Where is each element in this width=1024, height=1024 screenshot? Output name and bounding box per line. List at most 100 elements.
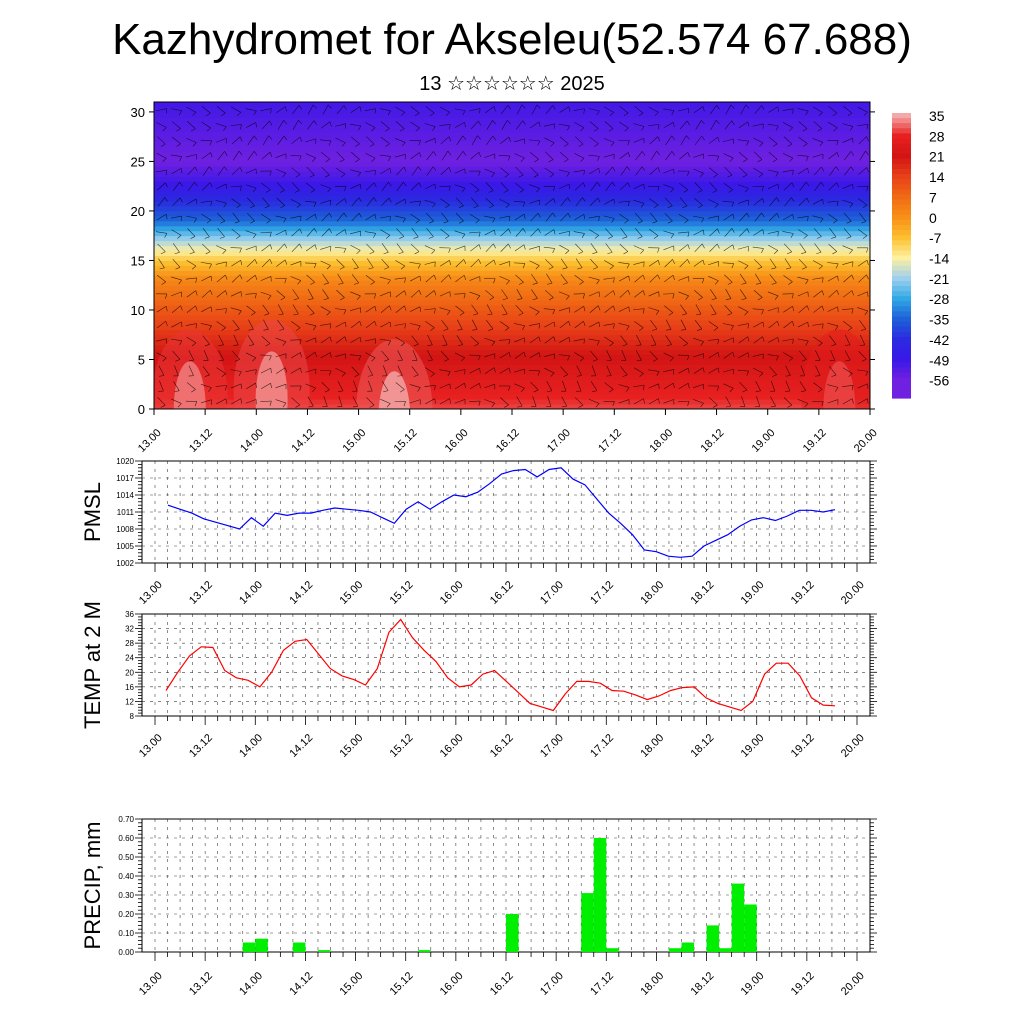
wind-barb xyxy=(618,384,630,388)
wind-barb-flag xyxy=(592,359,598,362)
wind-barb xyxy=(454,245,466,251)
wind-barb xyxy=(859,319,867,330)
wind-barb xyxy=(767,123,779,127)
wind-barb-flag xyxy=(561,405,567,408)
wind-barb-flag xyxy=(479,368,481,374)
wind-barb xyxy=(664,274,674,283)
wind-barb-flag xyxy=(608,128,614,132)
wind-barb-flag xyxy=(731,228,735,233)
wind-barb xyxy=(827,275,838,282)
wind-barb xyxy=(499,261,510,266)
wind-barb xyxy=(590,381,598,391)
wind-barb xyxy=(634,290,644,298)
wind-barb-flag xyxy=(850,151,854,156)
wind-barb-flag xyxy=(598,216,600,222)
wind-barb xyxy=(844,151,852,161)
colorbar-swatch xyxy=(892,158,911,165)
wind-barb xyxy=(156,108,167,112)
wind-barb xyxy=(454,382,465,390)
wind-barb-flag xyxy=(283,218,287,223)
wind-barb-flag xyxy=(285,106,287,112)
wind-barb-flag xyxy=(234,328,240,331)
wind-barb xyxy=(620,335,628,345)
wind-barb xyxy=(708,136,718,144)
wind-barb xyxy=(262,304,270,314)
wind-barb xyxy=(664,212,673,222)
wind-barb-flag xyxy=(833,127,838,132)
x-tick-label: 15.12 xyxy=(388,732,416,760)
wind-barb xyxy=(560,258,568,268)
wind-barb xyxy=(247,151,255,161)
wind-barb xyxy=(603,138,615,143)
wind-barb xyxy=(514,323,525,327)
wind-barb-flag xyxy=(747,323,749,329)
wind-barb xyxy=(440,274,450,283)
wind-barb-flag xyxy=(404,290,407,296)
wind-barb-flag xyxy=(248,329,254,331)
wind-barb xyxy=(484,106,495,114)
wind-barb xyxy=(201,306,212,312)
wind-barb-flag xyxy=(583,170,585,176)
wind-barb xyxy=(379,291,391,297)
field-band xyxy=(154,250,870,256)
wind-barb-flag xyxy=(756,282,762,285)
wind-barb xyxy=(858,136,867,145)
wind-barb-flag xyxy=(175,267,181,270)
wind-barb xyxy=(469,231,481,234)
wind-barb xyxy=(469,213,480,221)
wind-barb-flag xyxy=(805,156,809,161)
wind-barb xyxy=(606,350,612,361)
wind-barb xyxy=(650,150,657,161)
wind-barb xyxy=(514,337,525,343)
wind-barb-flag xyxy=(553,321,556,327)
wind-barb xyxy=(547,396,552,407)
wind-barb-flag xyxy=(672,259,675,265)
field-band xyxy=(154,309,870,316)
wind-barb xyxy=(306,274,315,283)
wind-barb-flag xyxy=(567,213,571,218)
wind-barb xyxy=(605,243,613,253)
y-tick-label: 1020 xyxy=(116,457,134,466)
wind-barb xyxy=(261,244,271,252)
wind-barb-flag xyxy=(653,235,659,239)
wind-barb xyxy=(409,262,421,265)
wind-barb xyxy=(215,200,227,204)
wind-barb-flag xyxy=(370,281,375,285)
x-tick-label: 17.12 xyxy=(588,579,616,607)
wind-barb-flag xyxy=(403,181,407,187)
wind-barb xyxy=(693,106,704,114)
colorbar-swatch xyxy=(892,163,911,170)
wind-barb-flag xyxy=(383,252,389,255)
wind-barb xyxy=(440,198,450,206)
wind-barb xyxy=(782,108,794,111)
wind-barb xyxy=(620,366,628,376)
wind-barb-flag xyxy=(805,110,809,116)
wind-barb xyxy=(693,383,704,388)
wind-barb-flag xyxy=(206,127,211,132)
wind-barb-flag xyxy=(327,188,331,193)
wind-barb-flag xyxy=(792,214,794,220)
wind-barb-flag xyxy=(443,359,449,362)
wind-barb-flag xyxy=(398,251,404,255)
wind-barb xyxy=(858,274,867,283)
wind-barb xyxy=(366,243,375,252)
wind-barb xyxy=(665,151,673,161)
wind-barb-flag xyxy=(612,166,616,172)
wind-barb xyxy=(486,320,494,330)
wind-barb xyxy=(619,243,629,252)
wind-barb xyxy=(559,106,570,113)
wind-barb-flag xyxy=(687,401,690,407)
wind-barb xyxy=(439,124,451,126)
wind-barb xyxy=(395,260,406,267)
wind-barb xyxy=(603,198,614,205)
wind-barb xyxy=(694,135,703,145)
wind-barb-flag xyxy=(713,327,719,331)
wind-barb-flag xyxy=(683,343,688,347)
x-tick-label: 15.00 xyxy=(337,579,365,607)
wind-barb-flag xyxy=(818,265,823,270)
wind-barb-flag xyxy=(851,290,854,296)
wind-barb xyxy=(737,139,749,142)
wind-barb-flag xyxy=(448,124,451,130)
precip-bar xyxy=(719,948,732,952)
wind-barb-flag xyxy=(419,275,421,281)
